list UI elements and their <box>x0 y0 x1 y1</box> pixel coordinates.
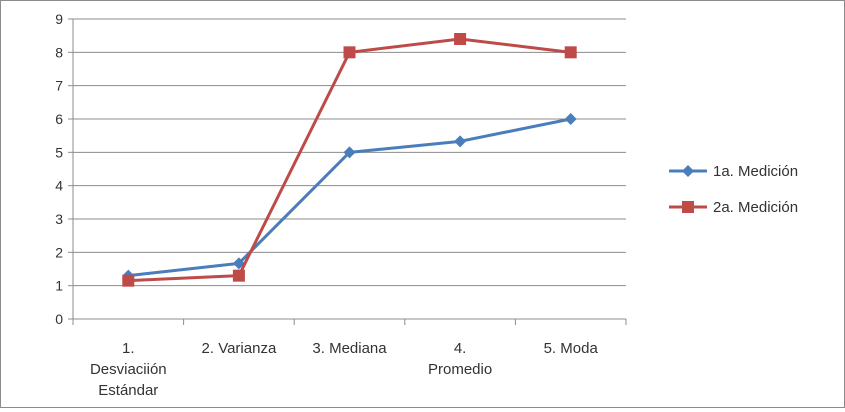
x-category-label: 3. Mediana <box>312 340 387 357</box>
x-category-label: 5. Moda <box>544 340 599 357</box>
data-point <box>564 113 577 125</box>
x-category-label: 4. Promedio <box>428 340 492 378</box>
series-line <box>128 37 571 283</box>
y-tick-label: 2 <box>55 244 63 260</box>
x-category-line: Promedio <box>428 361 492 378</box>
legend-item-1: 1a. Medición <box>669 163 798 180</box>
y-tick-label: 6 <box>55 111 63 127</box>
x-category-label: 1. Desviaciión Estándar <box>90 340 167 399</box>
y-tick-label: 4 <box>55 178 63 194</box>
data-point <box>232 269 245 282</box>
legend-marker <box>682 201 694 213</box>
legend-label: 1a. Medición <box>713 163 798 180</box>
series-group <box>122 33 577 287</box>
x-category-line: Desviaciión <box>90 361 167 378</box>
legend-label: 2a. Medición <box>713 199 798 216</box>
data-point <box>122 274 135 287</box>
data-point <box>343 146 356 159</box>
x-category-line: 2. Varianza <box>202 340 277 357</box>
data-point <box>454 33 467 45</box>
y-tick-label: 7 <box>55 78 63 94</box>
data-point <box>454 135 467 148</box>
y-tick-label: 9 <box>55 11 63 27</box>
x-category-line: 3. Mediana <box>312 340 387 357</box>
x-category-line: Estándar <box>98 382 158 399</box>
legend: 1a. Medición 2a. Medición <box>669 163 798 216</box>
x-category-line: 5. Moda <box>544 340 599 357</box>
x-axis-categories: 1. Desviaciión Estándar 2. Varianza 3. Media… <box>90 340 599 399</box>
y-tick-label: 1 <box>55 278 63 294</box>
y-axis-ticks: 0 1 2 3 4 5 6 7 8 9 <box>55 11 63 327</box>
data-point <box>564 46 577 59</box>
x-category-line: 4. <box>454 340 467 357</box>
y-tick-label: 3 <box>55 211 63 227</box>
data-point <box>343 46 356 59</box>
legend-item-2: 2a. Medición <box>669 199 798 216</box>
y-tick-label: 8 <box>55 44 63 60</box>
series-1 <box>122 113 577 282</box>
x-category-label: 2. Varianza <box>202 340 277 357</box>
y-tick-label: 0 <box>55 311 63 327</box>
legend-marker <box>682 165 694 177</box>
axes <box>68 18 627 325</box>
series-2 <box>122 33 577 287</box>
y-tick-label: 5 <box>55 144 63 160</box>
x-category-line: 1. <box>122 340 135 357</box>
